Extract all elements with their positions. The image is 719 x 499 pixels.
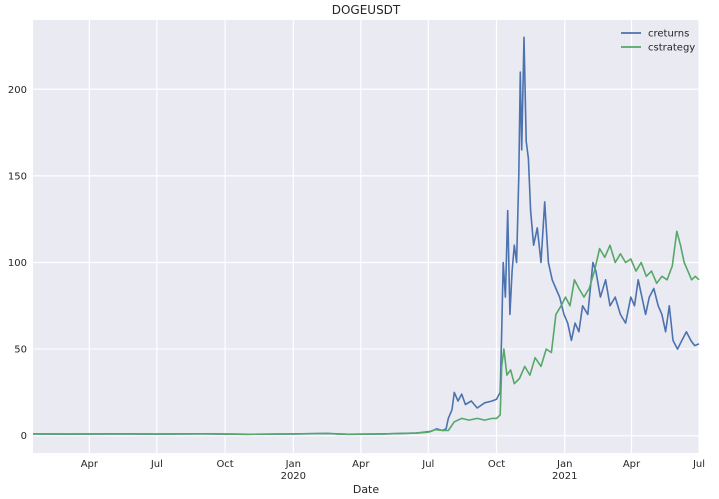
y-tick-label: 50 (14, 345, 27, 356)
y-tick-labels: 0 50 100 150 200 (8, 85, 27, 442)
x-tick-year-label: 2021 (552, 471, 577, 482)
chart-title: DOGEUSDT (332, 3, 401, 17)
grid (33, 20, 700, 453)
x-tick-label: Apr (352, 459, 370, 470)
legend-label-cstrategy: cstrategy (648, 43, 695, 54)
x-tick-label: Jan (285, 459, 301, 470)
y-tick-label: 0 (21, 431, 27, 442)
x-axis-label: Date (353, 483, 380, 496)
x-tick-label: Jul (150, 459, 163, 470)
series-line-creturns (32, 36, 700, 436)
y-tick-label: 200 (8, 85, 27, 96)
y-tick-label: 150 (8, 171, 27, 182)
x-tick-label: Jul (692, 459, 705, 470)
x-tick-label: Oct (216, 459, 233, 470)
x-tick-label: Oct (488, 459, 505, 470)
legend-label-creturns: creturns (648, 29, 689, 40)
series-lines (32, 36, 700, 436)
x-tick-label: Jul (421, 459, 434, 470)
series-line-cstrategy (32, 230, 700, 436)
legend: creturns cstrategy (621, 29, 695, 54)
x-tick-year-label: 2020 (281, 471, 306, 482)
x-tick-label: Jan (556, 459, 572, 470)
x-tick-label: Apr (81, 459, 99, 470)
plot-background (33, 20, 699, 453)
x-tick-label: Apr (623, 459, 641, 470)
y-tick-label: 100 (8, 258, 27, 269)
